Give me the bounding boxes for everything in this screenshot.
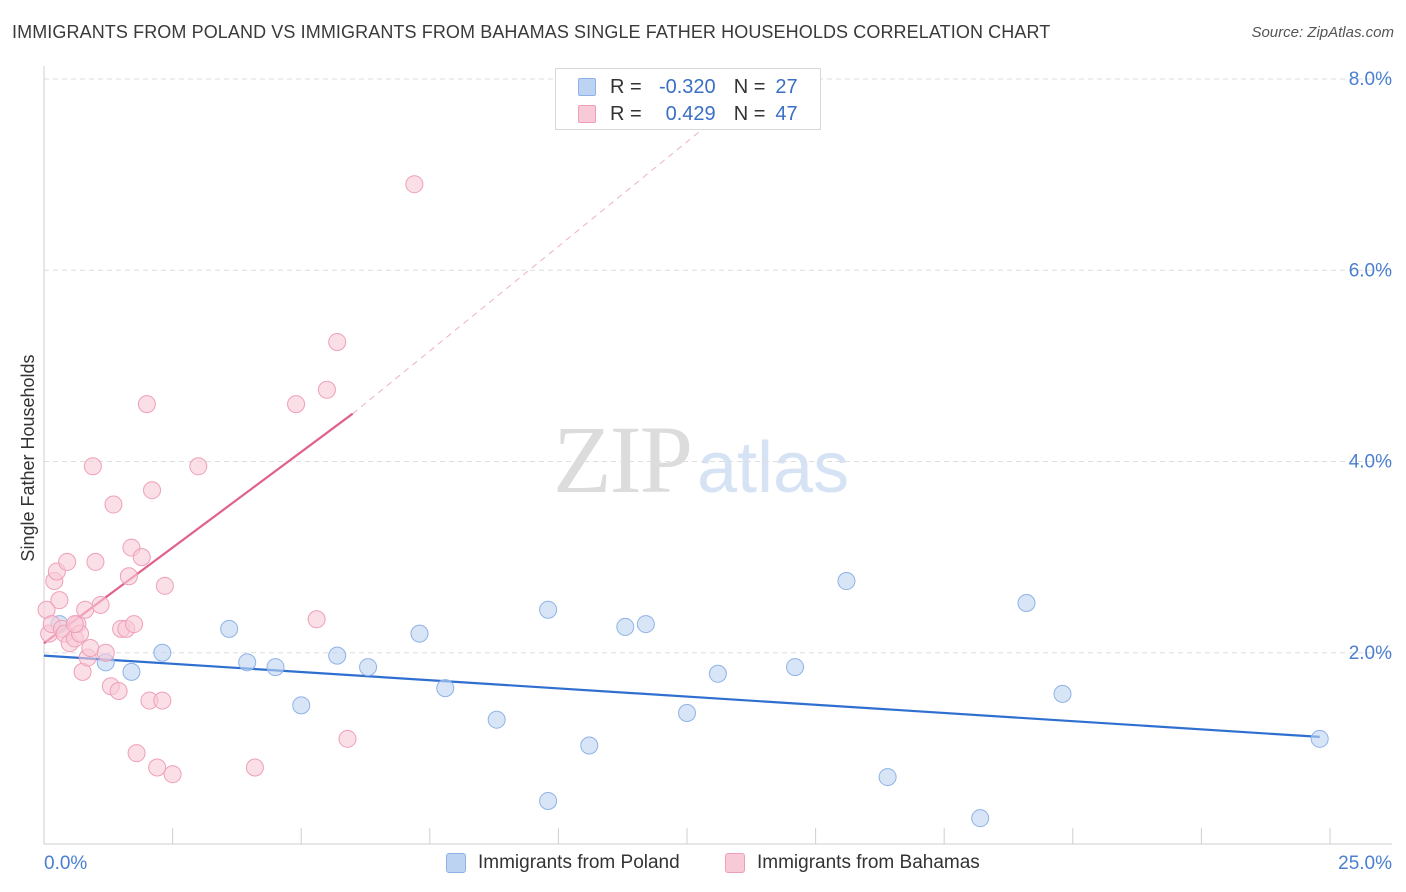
poland-point xyxy=(678,703,696,722)
legend-r-value: -0.320 xyxy=(658,75,716,98)
axis-layer xyxy=(43,66,1392,845)
legend-r-label: R = xyxy=(610,102,642,125)
y-tick-label: 4.0% xyxy=(1349,452,1392,473)
chart-title: IMMIGRANTS FROM POLAND VS IMMIGRANTS FRO… xyxy=(12,22,1051,42)
bahamas-point xyxy=(189,457,208,476)
bahamas-point xyxy=(137,395,156,414)
poland-point xyxy=(328,646,347,665)
poland-point xyxy=(786,658,805,677)
poland-point xyxy=(1017,594,1036,613)
bahamas-point xyxy=(132,548,151,567)
poland-point xyxy=(238,653,257,672)
bottom-legend-swatch-poland xyxy=(446,853,466,873)
bahamas-point xyxy=(65,615,84,634)
bottom-legend-swatch-bahamas xyxy=(725,853,745,873)
grid-layer xyxy=(44,78,1392,654)
bahamas-point xyxy=(163,765,182,784)
bahamas-point xyxy=(76,600,95,619)
poland-point xyxy=(636,615,655,634)
poland-point xyxy=(410,624,429,643)
legend-n-label: N = xyxy=(733,75,766,98)
poland-point xyxy=(1310,729,1329,748)
legend-n-label: N = xyxy=(733,102,766,125)
bahamas-point xyxy=(125,615,144,634)
y-tick-label: 2.0% xyxy=(1349,643,1392,664)
watermark-atlas: atlas xyxy=(697,428,850,508)
bahamas-point xyxy=(58,552,77,571)
trend-extension-line xyxy=(352,78,765,415)
watermark-zip: ZIP xyxy=(553,406,693,513)
bahamas-point xyxy=(119,567,138,586)
poland-point xyxy=(153,643,172,662)
trend-layer xyxy=(43,78,1320,738)
poland-point xyxy=(616,617,635,636)
bottom-legend-poland: Immigrants from Poland xyxy=(446,852,680,874)
bahamas-point xyxy=(50,591,69,610)
bahamas-point xyxy=(245,758,264,777)
bahamas-point xyxy=(96,643,115,662)
source-label: Source: ZipAtlas.com xyxy=(1251,24,1394,41)
poland-point xyxy=(971,809,990,828)
y-tick-label: 6.0% xyxy=(1349,260,1392,281)
legend-n-value: 27 xyxy=(775,75,798,98)
bahamas-point xyxy=(405,175,424,194)
poland-point xyxy=(436,679,455,698)
poland-point xyxy=(1053,684,1072,703)
poland-point xyxy=(359,658,378,677)
bahamas-point xyxy=(287,395,306,414)
bahamas-point xyxy=(104,495,123,514)
poland-point xyxy=(878,768,897,787)
correlation-legend: R = -0.320 N = 27 R = 0.429 N = 47 xyxy=(555,68,821,130)
y-tick-label: 8.0% xyxy=(1349,69,1392,90)
poland-point xyxy=(837,572,856,591)
bottom-legend-label-poland: Immigrants from Poland xyxy=(478,852,680,873)
bahamas-point xyxy=(127,744,146,763)
y-axis-label: Single Father Households xyxy=(18,354,38,561)
bottom-legend-label-bahamas: Immigrants from Bahamas xyxy=(757,852,980,873)
legend-r-value: 0.429 xyxy=(665,102,716,125)
x-tick-label: 25.0% xyxy=(1338,853,1392,874)
poland-point xyxy=(539,600,558,619)
poland-point xyxy=(266,658,285,677)
watermark: ZIPatlas xyxy=(553,404,849,515)
bahamas-point xyxy=(143,481,162,500)
points-layer xyxy=(37,175,1329,828)
bahamas-point xyxy=(317,380,336,399)
legend-row-bahamas: R = 0.429 N = 47 xyxy=(578,101,798,127)
poland-point xyxy=(708,664,727,683)
bahamas-point xyxy=(328,332,347,351)
legend-r-label: R = xyxy=(610,75,642,98)
legend-swatch-bahamas xyxy=(578,105,596,123)
label-layer: 2.0% 4.0% 6.0% 8.0% 0.0% 25.0% Single Father H… xyxy=(18,69,1392,874)
bahamas-point xyxy=(148,758,167,777)
bahamas-point xyxy=(91,595,110,614)
poland-point xyxy=(292,696,311,715)
bahamas-point xyxy=(338,729,357,748)
poland-point xyxy=(220,619,239,638)
x-tick-label: 0.0% xyxy=(44,853,87,874)
legend-n-value: 47 xyxy=(775,102,798,125)
legend-row-poland: R = -0.320 N = 27 xyxy=(578,74,798,100)
bahamas-point xyxy=(81,638,100,657)
bahamas-point xyxy=(109,682,128,700)
poland-point xyxy=(539,791,558,810)
bahamas-point xyxy=(86,552,105,571)
bottom-legend-bahamas: Immigrants from Bahamas xyxy=(725,852,980,874)
bahamas-point xyxy=(153,691,172,710)
poland-point xyxy=(580,736,599,755)
legend-swatch-poland xyxy=(578,78,596,96)
poland-trend-line xyxy=(43,654,1320,738)
poland-point xyxy=(487,710,506,729)
poland-point xyxy=(122,662,141,681)
bahamas-point xyxy=(307,610,326,629)
bahamas-point xyxy=(83,457,102,476)
bahamas-point xyxy=(155,576,174,595)
